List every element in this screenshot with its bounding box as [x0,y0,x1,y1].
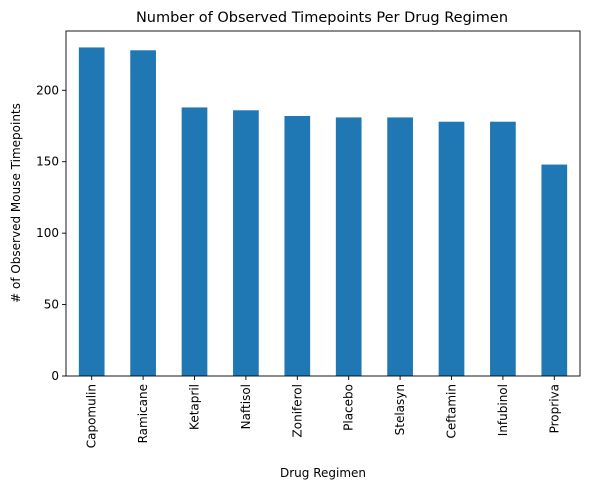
x-tick-label: Zoniferol [290,384,304,437]
bar-placebo [335,117,362,377]
x-tick-label: Stelasyn [393,384,407,435]
x-tick-label: Capomulin [85,384,99,448]
x-tick-label: Propriva [547,384,561,433]
y-axis-label: # of Observed Mouse Timepoints [9,103,23,303]
y-tick-label: 0 [51,369,59,383]
bars-group [78,47,568,377]
bar-stelasyn [387,117,413,377]
x-axis-ticks: Capomulin Ramicane Ketapril Naftisol Zonifer… [85,376,561,448]
plot-frame [65,30,581,377]
x-tick-label: Placebo [342,384,356,431]
y-tick-label: 100 [36,226,59,240]
bar-ceftamin [438,121,465,377]
bar-zoniferol [284,116,311,376]
y-axis-ticks: 0 50 100 150 200 [36,83,66,383]
x-tick-label: Ceftamin [445,384,459,438]
bar-capomulin [78,47,105,377]
chart-title: Number of Observed Timepoints Per Drug R… [136,10,508,26]
x-tick-label: Ketapril [188,384,202,430]
y-tick-label: 150 [36,155,59,169]
y-tick-label: 200 [36,83,59,97]
bar-propriva [541,164,568,376]
x-tick-label: Ramicane [136,384,150,443]
bar-ketapril [181,107,208,377]
x-tick-label: Infubinol [496,384,510,436]
bar-infubinol [490,121,516,377]
x-tick-label: Naftisol [239,384,253,429]
bar-ramicane [130,50,156,376]
y-tick-label: 50 [44,298,59,312]
x-axis-label: Drug Regimen [280,466,366,480]
bar-naftisol [233,110,259,376]
